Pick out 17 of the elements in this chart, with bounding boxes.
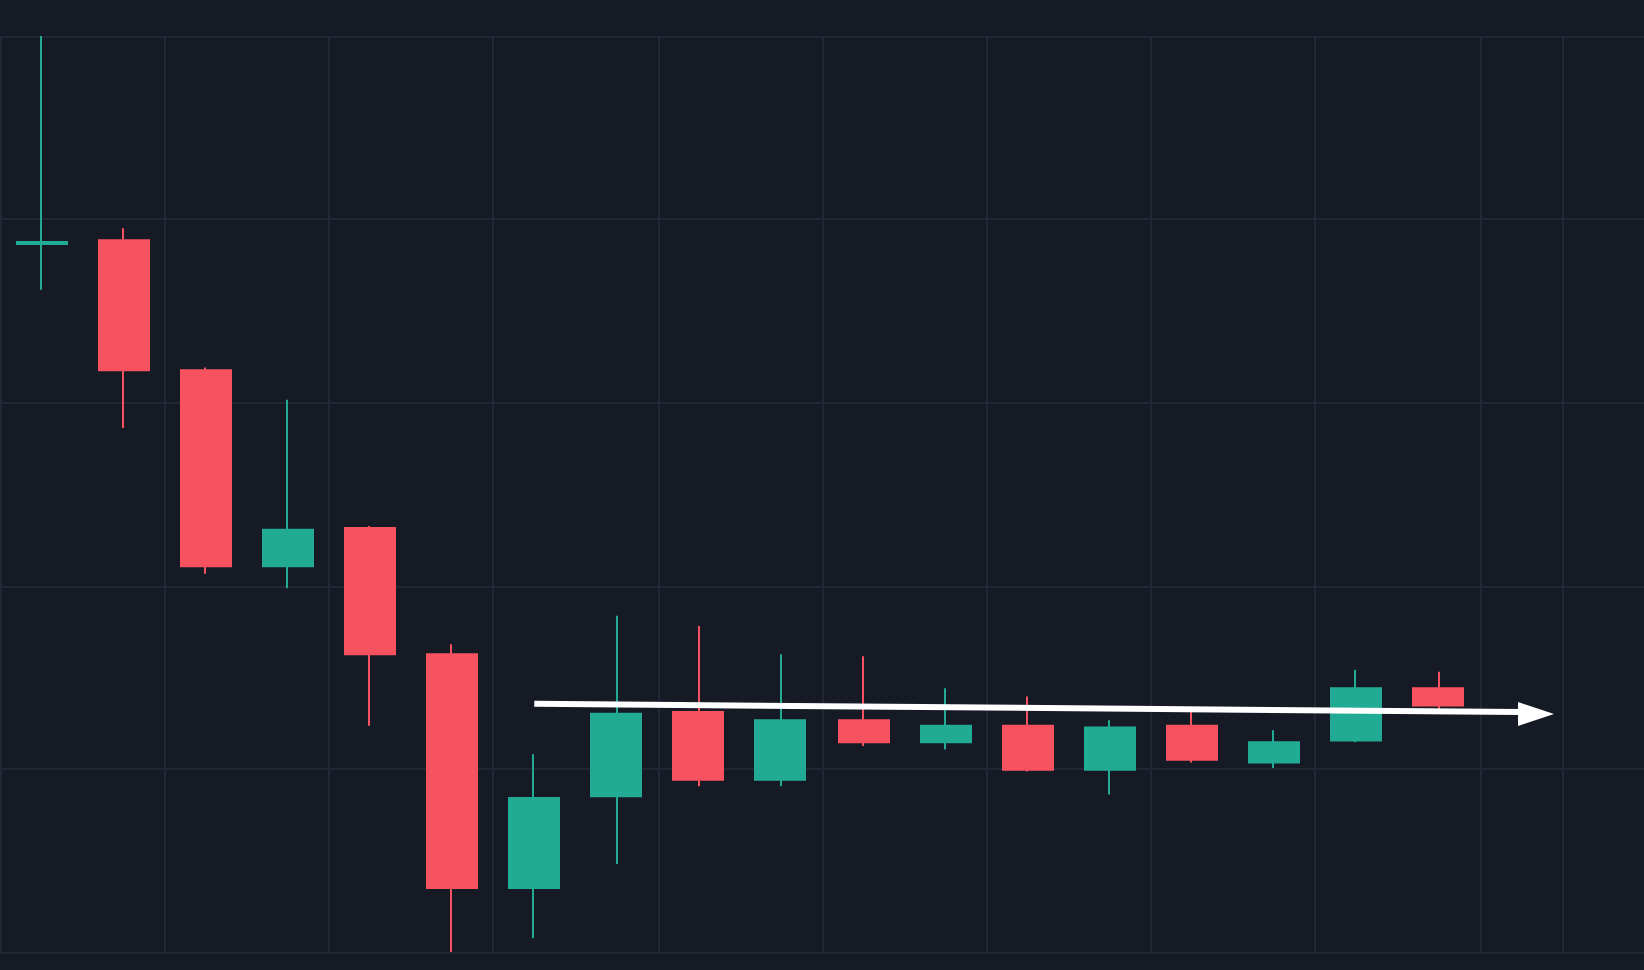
candlestick [16,35,68,291]
candlestick [672,624,724,788]
candlestick [754,653,806,788]
candlestick [1166,711,1218,764]
candlestick [508,753,560,940]
candlestick [98,227,150,430]
candlestick [180,366,232,575]
candlestick [1412,670,1464,712]
candlestick [1002,695,1054,773]
candlestick [344,525,396,727]
candlestick [262,398,314,590]
candlestick [838,655,890,747]
candlestick [1084,719,1136,796]
candlestick [920,687,972,751]
candlestick [590,614,642,866]
candlestick [426,643,478,953]
candlestick [1248,729,1300,769]
